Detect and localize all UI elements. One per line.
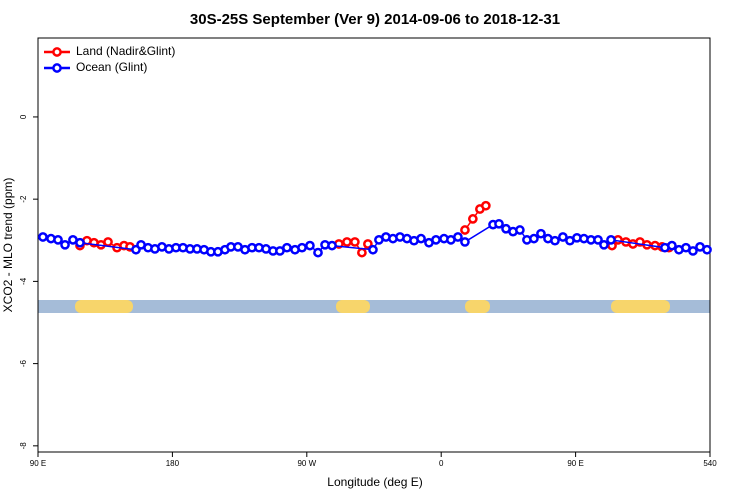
land-strip bbox=[38, 300, 710, 313]
point bbox=[327, 240, 337, 251]
x-tick-label: 90 W bbox=[297, 459, 316, 468]
point bbox=[53, 235, 63, 245]
plot-frame bbox=[37, 37, 711, 453]
land-region bbox=[336, 300, 370, 313]
y-tick-label: -4 bbox=[19, 277, 28, 285]
point bbox=[60, 239, 70, 250]
y-tick-label: 0 bbox=[19, 114, 28, 119]
point bbox=[688, 246, 698, 256]
point bbox=[453, 232, 463, 242]
point bbox=[460, 237, 470, 247]
x-axis-label: Longitude (deg E) bbox=[327, 475, 422, 489]
point bbox=[494, 218, 504, 229]
point bbox=[297, 242, 307, 253]
legend-label: Ocean (Glint) bbox=[76, 60, 147, 74]
point bbox=[363, 239, 373, 249]
point bbox=[667, 240, 677, 251]
point bbox=[357, 247, 367, 258]
x-tick-label: 90 E bbox=[567, 459, 583, 468]
y-tick-label: -8 bbox=[19, 442, 28, 450]
point bbox=[416, 233, 426, 244]
point bbox=[368, 244, 378, 255]
legend-label: Land (Nadir&Glint) bbox=[76, 44, 175, 58]
x-tick-label: 180 bbox=[166, 459, 180, 468]
y-tick-label: -2 bbox=[19, 195, 28, 203]
x-tick-label: 90 E bbox=[30, 459, 46, 468]
point bbox=[593, 235, 603, 245]
point bbox=[103, 237, 113, 247]
land-region bbox=[465, 300, 490, 313]
point bbox=[599, 239, 609, 250]
land-region bbox=[75, 300, 133, 313]
point bbox=[75, 237, 85, 248]
point bbox=[468, 214, 478, 224]
point bbox=[702, 244, 712, 255]
x-tick-label: 540 bbox=[703, 459, 717, 468]
point bbox=[282, 242, 292, 253]
y-axis-label: XCO2 - MLO trend (ppm) bbox=[1, 178, 15, 313]
point bbox=[550, 235, 560, 246]
land-region bbox=[611, 300, 670, 313]
point bbox=[536, 228, 546, 239]
point bbox=[529, 233, 539, 244]
ocean-strip bbox=[38, 300, 710, 313]
point bbox=[431, 235, 441, 245]
legend-marker bbox=[52, 47, 62, 57]
point bbox=[515, 225, 525, 235]
point bbox=[558, 232, 568, 242]
point bbox=[606, 235, 616, 245]
point bbox=[342, 237, 352, 247]
point bbox=[481, 200, 491, 211]
point bbox=[313, 247, 323, 258]
chart-title: 30S-25S September (Ver 9) 2014-09-06 to … bbox=[190, 11, 560, 28]
point bbox=[350, 237, 360, 247]
x-tick-label: 0 bbox=[439, 459, 444, 468]
point bbox=[38, 232, 48, 242]
legend-marker bbox=[52, 63, 62, 73]
y-tick-label: -6 bbox=[19, 360, 28, 368]
point bbox=[305, 240, 315, 251]
point bbox=[460, 225, 470, 235]
